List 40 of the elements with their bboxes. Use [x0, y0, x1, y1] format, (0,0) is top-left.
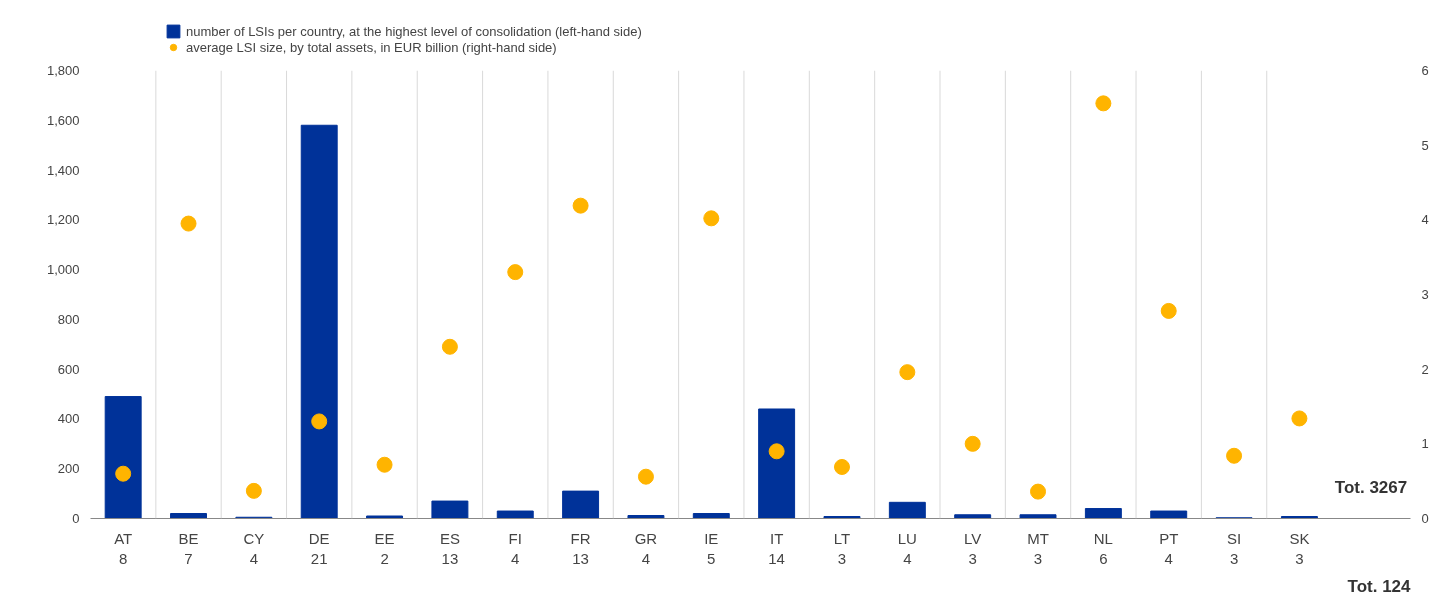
- x-tick-label: AT 8: [114, 529, 133, 567]
- y-tick-label: 1,200: [46, 212, 80, 228]
- y2-tick-label: 2: [1421, 361, 1429, 377]
- x-tick-label: SI 3: [1226, 529, 1242, 567]
- x-tick-label: DE 21: [308, 529, 330, 567]
- y2-tick-label: 0: [1421, 511, 1429, 526]
- y2-tick-label: 3: [1421, 287, 1429, 302]
- y2-tick-label: 4: [1421, 212, 1429, 228]
- x-tick-label: CY 4: [243, 529, 265, 567]
- x-tick-label: PT 4: [1159, 529, 1179, 567]
- x-tick-label: LU 4: [897, 529, 917, 567]
- y-tick-label: 400: [57, 411, 80, 427]
- y-tick-label: 0: [72, 511, 80, 526]
- y-tick-label: 1,800: [46, 63, 80, 78]
- x-tick-label: LV 3: [964, 529, 982, 567]
- y-tick-label: 600: [57, 361, 80, 377]
- legend-label: average LSI size, by total assets, in EUR billion (right-hand side): [186, 39, 557, 55]
- x-tick-label: LT 3: [833, 529, 851, 567]
- y-tick-label: 1,000: [46, 262, 80, 278]
- y-tick-label: 1,400: [46, 162, 80, 178]
- x-tick-label: FI 4: [508, 529, 522, 567]
- y-tick-label: 800: [57, 311, 80, 327]
- x-tick-label: BE 7: [178, 529, 199, 567]
- x-tick-label: IT 14: [768, 529, 785, 567]
- y2-tick-label: 6: [1421, 63, 1429, 78]
- x-tick-label: MT 3: [1027, 529, 1049, 567]
- y-tick-label: 200: [57, 461, 80, 477]
- y-tick-label: 1,600: [46, 112, 80, 128]
- text: Tot. 3267: [1334, 477, 1408, 497]
- legend-label: number of LSIs per country, at the highest level of consolidation (left-hand side): [186, 23, 642, 39]
- text: Tot. 124: [1347, 576, 1412, 596]
- y2-tick-label: 1: [1421, 436, 1429, 452]
- y2-tick-label: 5: [1421, 137, 1429, 153]
- x-tick-label: EE 2: [374, 529, 395, 567]
- x-tick-label: FR 13: [570, 529, 591, 567]
- x-tick-label: ES 13: [439, 529, 460, 567]
- x-tick-label: SK 3: [1289, 529, 1310, 567]
- x-tick-label: GR 4: [634, 529, 658, 567]
- x-tick-label: IE 5: [704, 529, 719, 567]
- x-tick-label: NL 6: [1093, 529, 1113, 567]
